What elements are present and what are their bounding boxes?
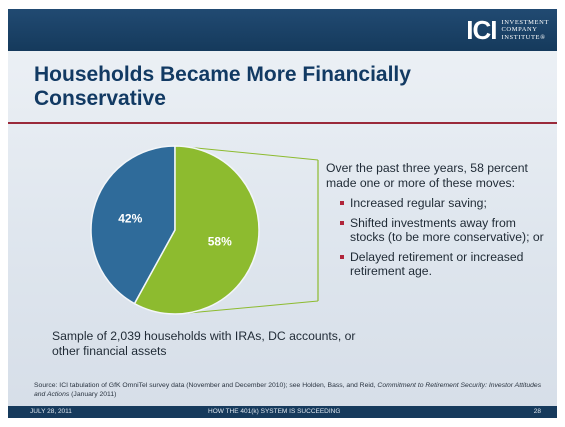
callout-item-shift: Shifted investments away from stocks (to…	[340, 216, 546, 245]
pie-slice-42	[90, 145, 176, 305]
logo-line-1: INVESTMENT	[501, 18, 549, 26]
callout-item-text: Shifted investments away from stocks (to…	[350, 215, 544, 245]
callout-list: Increased regular saving; Shifted invest…	[326, 196, 546, 279]
logo-line-3: INSTITUTE®	[501, 33, 546, 41]
bullet-square-icon	[340, 220, 344, 225]
slide-title: Households Became More Financially Conse…	[34, 63, 411, 110]
logo-line-2: COMPANY	[501, 26, 538, 34]
slide: ICI INVESTMENT COMPANY INSTITUTE® Househ…	[8, 9, 557, 418]
bullet-square-icon	[340, 201, 344, 205]
callout-item-text: Delayed retirement or increased retireme…	[350, 249, 524, 279]
footer-title: HOW THE 401(k) SYSTEM IS SUCCEEDING	[208, 408, 341, 415]
sample-note: Sample of 2,039 households with IRAs, DC…	[52, 329, 356, 358]
footer-bar: JULY 28, 2011 HOW THE 401(k) SYSTEM IS S…	[8, 406, 557, 418]
footer-date: JULY 28, 2011	[30, 408, 72, 415]
source-prefix: Source: ICI tabulation of GfK OmniTel su…	[34, 382, 378, 389]
header-bar: ICI INVESTMENT COMPANY INSTITUTE®	[8, 9, 557, 51]
callout-box: Over the past three years, 58 percent ma…	[326, 161, 546, 284]
pie-slice-58-label: 58%	[208, 234, 232, 248]
logo-text: INVESTMENT COMPANY INSTITUTE®	[501, 19, 549, 42]
pie-slice-58	[133, 145, 260, 315]
footer-page-number: 28	[533, 408, 541, 415]
ici-logo: ICI INVESTMENT COMPANY INSTITUTE®	[466, 16, 549, 44]
source-note: Source: ICI tabulation of GfK OmniTel su…	[34, 381, 544, 399]
logo-mark: ICI	[466, 15, 497, 45]
connector-line-bottom	[178, 300, 319, 315]
source-suffix: (January 2011)	[69, 391, 117, 398]
bullet-square-icon	[340, 254, 344, 259]
callout-item-saving: Increased regular saving;	[340, 196, 546, 211]
connector-line-top	[189, 146, 319, 161]
source-title: Commitment to Retirement Security: Inves…	[34, 382, 542, 398]
pie-slice-42-label: 42%	[118, 212, 142, 226]
pie-chart: 42% 58%	[90, 145, 319, 315]
title-divider	[8, 122, 557, 124]
callout-item-retirement: Delayed retirement or increased retireme…	[340, 250, 546, 279]
callout-intro: Over the past three years, 58 percent ma…	[326, 161, 528, 190]
callout-item-text: Increased regular saving;	[350, 196, 487, 210]
